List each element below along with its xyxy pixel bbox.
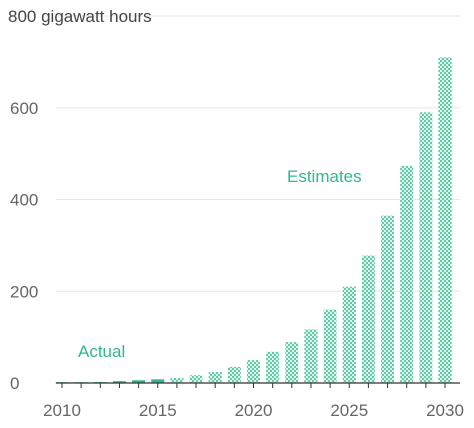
y-tick-label-600: 600 bbox=[10, 99, 38, 118]
labels: 0 200 400 600 2010 2015 2020 2025 2030 bbox=[10, 99, 464, 420]
x-tick-label-2025: 2025 bbox=[330, 401, 368, 420]
estimate-bar-2018 bbox=[208, 371, 222, 383]
y-tick-label-0: 0 bbox=[10, 374, 19, 393]
estimate-bar-2030 bbox=[438, 57, 452, 383]
estimate-bar-2027 bbox=[381, 215, 395, 383]
estimate-bar-2019 bbox=[227, 366, 241, 383]
estimate-bar-2021 bbox=[266, 351, 280, 383]
x-axis bbox=[56, 382, 460, 388]
annotation-estimates: Estimates bbox=[287, 167, 362, 186]
estimate-bar-2025 bbox=[342, 286, 356, 383]
actual-bar-2014 bbox=[132, 380, 146, 383]
actual-bar-2015 bbox=[151, 379, 165, 383]
estimate-bar-2022 bbox=[285, 342, 299, 383]
estimate-bar-2026 bbox=[361, 255, 375, 383]
estimate-bar-2020 bbox=[247, 360, 260, 383]
estimate-bar-2017 bbox=[189, 375, 203, 383]
estimate-bar-2029 bbox=[419, 112, 433, 384]
x-tick-label-2010: 2010 bbox=[43, 401, 81, 420]
gridlines bbox=[56, 15, 460, 384]
estimate-bar-2024 bbox=[323, 309, 337, 383]
y-tick-label-400: 400 bbox=[10, 191, 38, 210]
y-tick-label-200: 200 bbox=[10, 282, 38, 301]
estimate-bar-2023 bbox=[304, 329, 318, 383]
y-unit-label: 800 gigawatt hours bbox=[8, 7, 152, 26]
x-tick-label-2020: 2020 bbox=[235, 401, 273, 420]
estimate-bar-2016 bbox=[170, 377, 184, 383]
x-tick-label-2015: 2015 bbox=[139, 401, 177, 420]
x-tick-label-2030: 2030 bbox=[426, 401, 464, 420]
actual-bar-2013 bbox=[112, 381, 126, 383]
estimate-bar-2028 bbox=[400, 166, 414, 383]
annotation-actual: Actual bbox=[78, 342, 125, 361]
bars bbox=[55, 57, 452, 384]
